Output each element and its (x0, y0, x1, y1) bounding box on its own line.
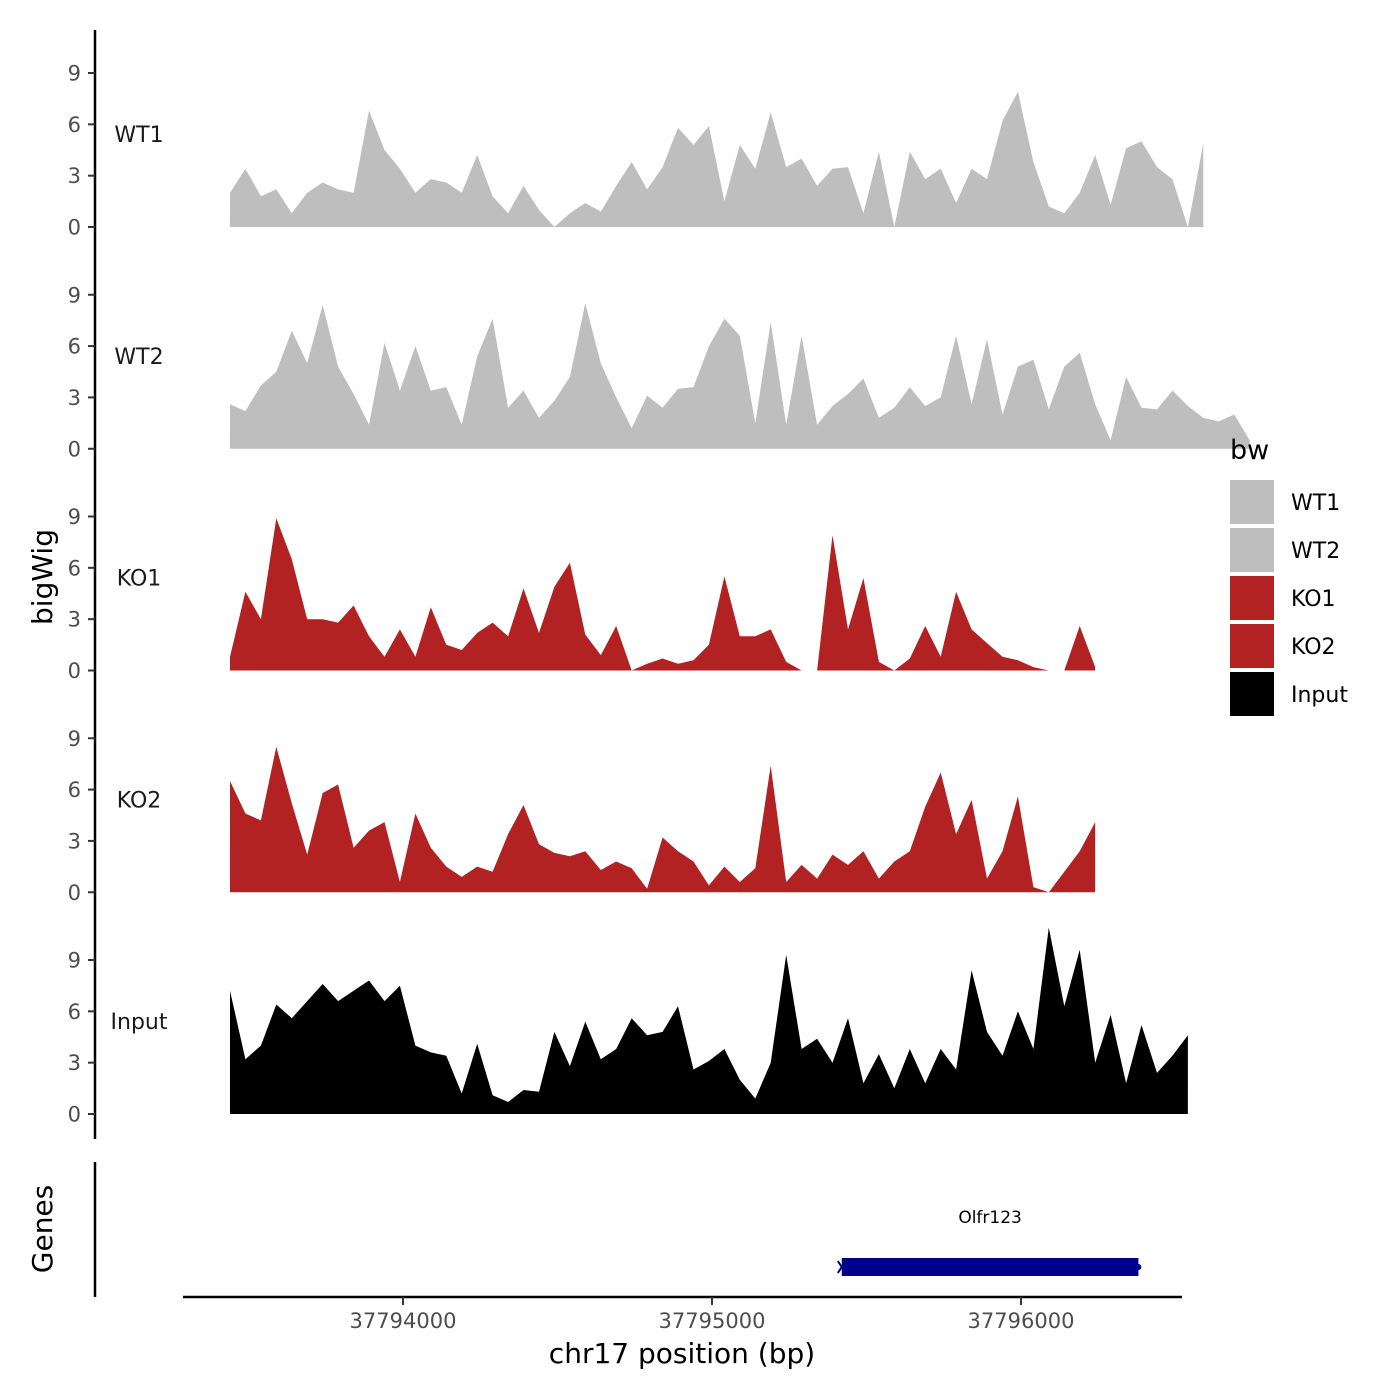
legend-item-ko2: KO2 (1230, 624, 1336, 668)
legend-label: Input (1291, 683, 1348, 708)
track-label-wt2: WT2 (114, 345, 163, 370)
legend-swatch (1230, 576, 1274, 620)
track-label-wt1: WT1 (114, 123, 163, 148)
track-label-input: Input (111, 1010, 168, 1035)
x-tick-label: 37796000 (968, 1309, 1075, 1333)
area-ko1 (229, 518, 1096, 671)
x-axis-title: chr17 position (bp) (549, 1337, 815, 1370)
genes-panel: Olfr123 Genes (26, 1162, 1142, 1297)
legend-item-input: Input (1230, 672, 1348, 716)
y-tick-label: 3 (68, 1051, 81, 1075)
gene-label: Olfr123 (958, 1208, 1022, 1228)
legend-swatch (1230, 624, 1274, 668)
y-tick-label: 6 (68, 556, 81, 580)
legend-item-wt1: WT1 (1230, 480, 1340, 524)
legend-title: bw (1230, 435, 1269, 466)
legend-item-ko1: KO1 (1230, 576, 1336, 620)
track-input: 0 3 6 9 Input (68, 917, 1188, 1139)
tracks: 0 3 6 9 WT1 0 3 6 9 WT2 0 3 6 9 KO1 0 3 6 9 KO2 0 3 6 9 Input (68, 30, 1250, 1139)
y-tick-label: 3 (68, 829, 81, 853)
y-tick-label: 3 (68, 164, 81, 188)
legend-label: KO2 (1291, 635, 1336, 660)
y-tick-label: 9 (68, 505, 81, 529)
legend-swatch (1230, 528, 1274, 572)
strand-arrow-icon (836, 1260, 847, 1274)
gene-body (841, 1258, 1139, 1276)
genes-axis-title: Genes (26, 1185, 59, 1273)
legend-item-wt2: WT2 (1230, 528, 1340, 572)
y-tick-label: 0 (68, 1103, 81, 1127)
y-tick-label: 3 (68, 386, 81, 410)
track-wt2: 0 3 6 9 WT2 (68, 251, 1250, 474)
track-label-ko1: KO1 (117, 567, 162, 592)
y-tick-label: 6 (68, 1000, 81, 1024)
legend-label: WT1 (1291, 491, 1340, 516)
track-wt1: 0 3 6 9 WT1 (68, 30, 1204, 252)
legend-label: WT2 (1291, 539, 1340, 564)
gene-end-marker (1135, 1264, 1142, 1270)
x-axis: 37794000 37795000 37796000 chr17 position … (183, 1295, 1182, 1370)
track-label-ko2: KO2 (117, 788, 162, 813)
legend-swatch (1230, 672, 1274, 716)
y-tick-label: 9 (68, 949, 81, 973)
gene-olfr123: Olfr123 (836, 1208, 1142, 1276)
y-tick-label: 6 (68, 335, 81, 359)
y-axis-title: bigWig (26, 529, 59, 625)
y-tick-label: 0 (68, 881, 81, 905)
area-ko2 (229, 746, 1096, 893)
y-tick-label: 9 (68, 283, 81, 307)
track-ko1: 0 3 6 9 KO1 (68, 473, 1096, 696)
y-tick-label: 6 (68, 778, 81, 802)
legend-label: KO1 (1291, 587, 1336, 612)
legend-swatch (1230, 480, 1274, 524)
y-tick-label: 0 (68, 216, 81, 240)
area-input (229, 927, 1188, 1114)
area-wt1 (229, 91, 1204, 227)
legend: bw WT1 WT2 KO1 KO2 Input (1230, 435, 1348, 716)
x-tick-label: 37794000 (350, 1309, 457, 1333)
y-tick-label: 9 (68, 727, 81, 751)
y-tick-label: 6 (68, 113, 81, 137)
area-wt2 (229, 303, 1250, 449)
track-ko2: 0 3 6 9 KO2 (68, 695, 1096, 918)
y-tick-label: 0 (68, 659, 81, 683)
y-tick-label: 3 (68, 608, 81, 632)
x-tick-label: 37795000 (659, 1309, 766, 1333)
y-tick-label: 9 (68, 62, 81, 86)
y-tick-label: 0 (68, 437, 81, 461)
